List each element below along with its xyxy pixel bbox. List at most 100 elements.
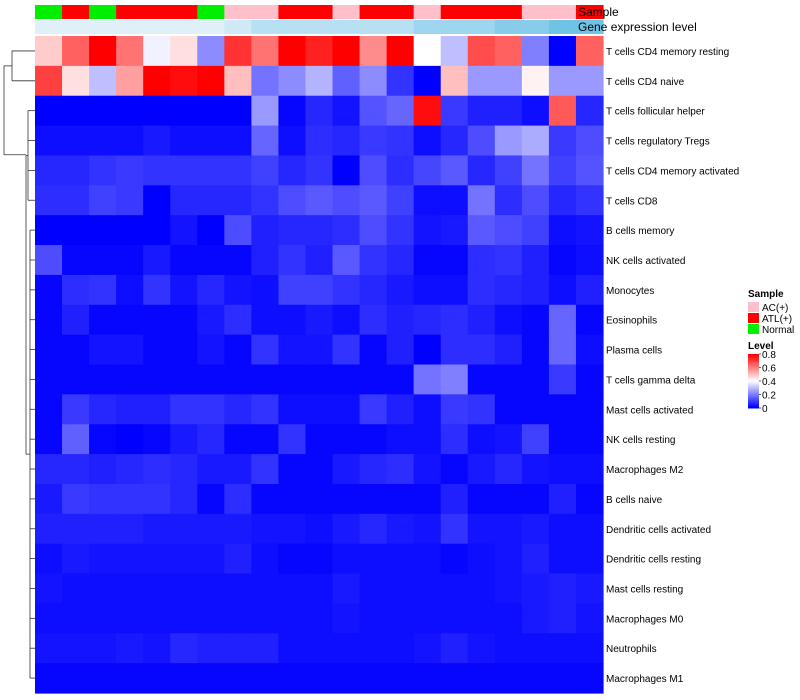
heatmap-cell xyxy=(89,274,117,306)
sample-annotation-cell xyxy=(62,5,90,19)
gene-annotation-cell xyxy=(494,20,523,34)
heatmap-cell xyxy=(251,125,280,157)
heatmap-cell xyxy=(332,483,361,515)
heatmap-cell xyxy=(35,573,63,605)
heatmap-cell xyxy=(116,454,144,485)
heatmap-cell xyxy=(305,334,334,366)
heatmap-cell xyxy=(89,394,117,425)
heatmap-cell xyxy=(35,483,63,515)
heatmap-cell xyxy=(440,513,469,545)
heatmap-cell xyxy=(413,334,442,366)
heatmap-cell xyxy=(548,36,577,67)
heatmap-cell xyxy=(224,513,252,545)
heatmap-cell xyxy=(224,663,252,694)
heatmap-cell xyxy=(359,573,388,605)
gene-annotation-cell xyxy=(575,20,604,34)
heatmap-cell xyxy=(440,274,469,306)
heatmap-cell xyxy=(494,95,523,127)
heatmap-cell xyxy=(143,215,171,246)
heatmap-cell xyxy=(35,424,63,455)
heatmap-cell xyxy=(575,65,604,97)
sample-annotation-cell xyxy=(278,5,307,19)
heatmap-cell xyxy=(251,36,280,67)
heatmap-cell xyxy=(467,513,496,545)
heatmap-cell xyxy=(278,454,307,485)
heatmap-cell xyxy=(35,215,63,246)
heatmap-cell xyxy=(521,245,550,276)
legend-level-colorbar: 0.8 0.6 0.4 0.2 0 xyxy=(748,350,776,415)
heatmap-cell xyxy=(197,663,225,694)
heatmap-cell xyxy=(143,95,171,127)
heatmap-cell xyxy=(467,245,496,276)
heatmap-cell xyxy=(35,603,63,634)
heatmap-cell xyxy=(197,155,225,186)
heatmap-cell xyxy=(575,274,604,306)
heatmap-cell xyxy=(170,454,198,485)
heatmap-cell xyxy=(278,543,307,575)
heatmap-cell xyxy=(548,394,577,425)
colorbar-step xyxy=(748,397,759,400)
row-label: Macrophages M1 xyxy=(606,674,684,685)
legend-swatch xyxy=(748,302,759,312)
heatmap-cell xyxy=(305,603,334,634)
heatmap-cell xyxy=(575,394,604,425)
heatmap-cell xyxy=(386,125,415,157)
colorbar-step xyxy=(748,358,759,360)
heatmap-cell xyxy=(332,603,361,634)
heatmap-cell xyxy=(62,633,90,664)
heatmap-cell xyxy=(197,274,225,306)
gene-annotation-cell xyxy=(467,20,496,34)
heatmap-cell xyxy=(413,304,442,336)
heatmap-cell xyxy=(305,245,334,276)
heatmap-cell xyxy=(251,65,280,97)
heatmap-cell xyxy=(494,513,523,545)
heatmap-cell xyxy=(575,573,604,605)
heatmap-cell xyxy=(251,334,280,366)
heatmap-cell xyxy=(224,36,252,67)
heatmap-cell xyxy=(521,125,550,157)
colorbar-step xyxy=(748,403,759,406)
heatmap-cell xyxy=(332,633,361,664)
heatmap-cell xyxy=(440,215,469,246)
heatmap-cell xyxy=(224,454,252,485)
heatmap-cell xyxy=(170,36,198,67)
heatmap-cell xyxy=(548,663,577,694)
heatmap-cell xyxy=(224,424,252,455)
heatmap-cell xyxy=(305,364,334,395)
heatmap-cell xyxy=(413,663,442,694)
heatmap-cell xyxy=(359,483,388,515)
heatmap-cell xyxy=(305,185,334,216)
heatmap-cell xyxy=(143,424,171,455)
heatmap-cell xyxy=(413,245,442,276)
heatmap-cell xyxy=(35,454,63,485)
heatmap-cell xyxy=(548,424,577,455)
heatmap-cell xyxy=(278,483,307,515)
heatmap-cell xyxy=(116,603,144,634)
heatmap-cell xyxy=(143,274,171,306)
sample-annotation-cell xyxy=(521,5,550,19)
heatmap-cell xyxy=(332,215,361,246)
heatmap-cell xyxy=(440,483,469,515)
heatmap-cell xyxy=(386,334,415,366)
sample-annotation-cell xyxy=(251,5,280,19)
heatmap-cell xyxy=(494,573,523,605)
heatmap-cell xyxy=(575,513,604,545)
heatmap-cell xyxy=(548,65,577,97)
row-label: Neutrophils xyxy=(606,644,657,655)
heatmap-cell xyxy=(440,573,469,605)
colorbar-step xyxy=(748,376,759,379)
colorbar-step xyxy=(748,405,759,408)
heatmap-cell xyxy=(575,155,604,186)
legend-label: Normal xyxy=(762,325,794,336)
heatmap-cell xyxy=(224,215,252,246)
heatmap-cell xyxy=(332,364,361,395)
heatmap-cell xyxy=(386,364,415,395)
heatmap-cell xyxy=(278,394,307,425)
colorbar-step xyxy=(748,371,759,374)
heatmap-cell xyxy=(359,394,388,425)
heatmap-cell xyxy=(332,573,361,605)
gene-annotation-cell xyxy=(548,20,577,34)
heatmap-cell xyxy=(89,304,117,336)
heatmap-cell xyxy=(35,95,63,127)
heatmap-cell xyxy=(467,483,496,515)
